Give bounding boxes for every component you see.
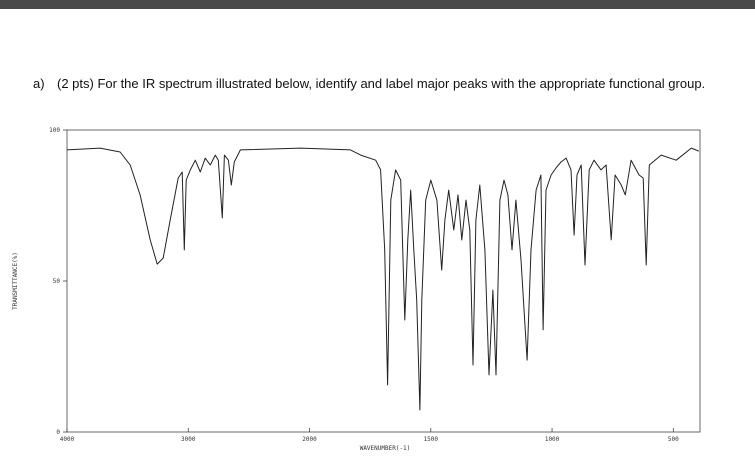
plot-frame — [66, 129, 701, 433]
x-tick-label: 1500 — [424, 436, 439, 443]
spectrum-line — [66, 147, 699, 411]
x-tick-label: 2000 — [302, 436, 317, 443]
y-tick-label: 50 — [53, 278, 61, 285]
x-tick-label: 3000 — [181, 436, 196, 443]
top-bar — [0, 0, 755, 9]
question-label: a) — [33, 76, 45, 91]
y-axis-label: TRANSMITTANCE(%) — [12, 252, 19, 310]
question-text: (2 pts) For the IR spectrum illustrated … — [57, 76, 706, 91]
y-tick-label: 0 — [56, 429, 60, 436]
x-tick-label: 4000 — [60, 436, 75, 443]
x-tick-label: 500 — [668, 436, 679, 443]
x-tick-label: 1000 — [545, 436, 560, 443]
y-tick-label: 100 — [49, 127, 60, 134]
x-axis-label: WAVENUMBER(-1) — [360, 445, 411, 452]
